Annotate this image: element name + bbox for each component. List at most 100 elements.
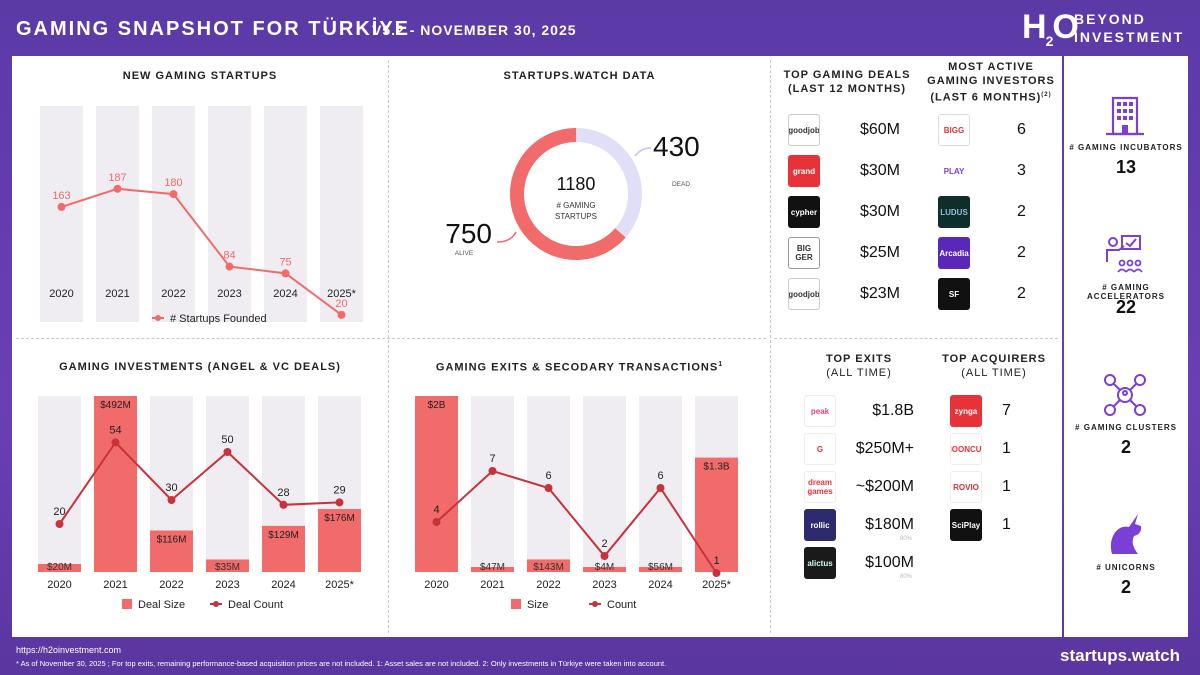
- x-tick-label: 2023: [592, 579, 616, 591]
- legend-marker: [155, 315, 161, 321]
- investments-chart: $20M 2020 $492M 2021 $116M 2022 $35M 2023 $129M 2…: [38, 396, 361, 611]
- x-tick-label: 2020: [49, 288, 73, 300]
- exit-company-logo[interactable]: alictus: [804, 547, 836, 579]
- deal-company-logo[interactable]: goodjob: [788, 278, 820, 310]
- investor-logo[interactable]: Arcadia: [938, 237, 970, 269]
- deal-company-logo[interactable]: grand: [788, 155, 820, 187]
- count-label: 20: [53, 506, 65, 518]
- exit-company-logo[interactable]: dream games: [804, 471, 836, 503]
- divider: [774, 338, 1058, 339]
- investor-logo[interactable]: PLAY: [938, 155, 970, 187]
- investor-logo[interactable]: LUDUS: [938, 196, 970, 228]
- count-label: 28: [277, 487, 289, 499]
- acquisition-count: 1: [1002, 440, 1011, 457]
- data-point: [225, 262, 234, 271]
- acquisition-count: 7: [1002, 402, 1011, 419]
- investor-logo[interactable]: BIGG: [938, 114, 970, 146]
- exit-company-logo[interactable]: peak: [804, 395, 836, 427]
- deal-amount: $25M: [859, 244, 900, 261]
- investors-title-sup: (2): [1041, 92, 1052, 98]
- footer-note: * As of November 30, 2025 ; For top exit…: [16, 659, 667, 668]
- count-label: 1: [713, 555, 719, 567]
- bar: [639, 567, 682, 572]
- page-title: GAMING SNAPSHOT FOR TÜRKİYE: [16, 18, 411, 40]
- count-point: [223, 448, 232, 456]
- legend-bar-swatch: [511, 599, 521, 609]
- alive-label: ALIVE: [455, 250, 474, 257]
- x-tick-label: 2021: [103, 579, 127, 591]
- investor-deal-count: 2: [1017, 203, 1026, 220]
- deal-company-logo[interactable]: goodjob: [788, 114, 820, 146]
- acquirer-logo[interactable]: ROVIO: [950, 471, 982, 503]
- x-tick-label: 2025*: [327, 288, 356, 300]
- count-point: [432, 518, 441, 526]
- h2o-logo[interactable]: H2O BEYOND INVESTMENT: [1022, 8, 1192, 50]
- investor-logo[interactable]: SF: [938, 278, 970, 310]
- acquirer-logo[interactable]: SciPlay: [950, 509, 982, 541]
- donut-total-label: # GAMING: [556, 201, 595, 210]
- data-point: [281, 269, 290, 278]
- count-point: [656, 484, 665, 492]
- column-background: [206, 396, 249, 572]
- footer-url[interactable]: https://h2oinvestment.com: [16, 645, 122, 655]
- deals-title-line: TOP GAMING DEALS: [783, 69, 911, 81]
- bar: [38, 564, 81, 572]
- count-point: [167, 496, 176, 504]
- exits-chart-title-sup: 1: [718, 361, 724, 368]
- accelerators-value: 22: [1115, 297, 1137, 317]
- logo-line1: BEYOND: [1074, 11, 1146, 27]
- deal-company-logo[interactable]: cypher: [788, 196, 820, 228]
- data-point: [113, 184, 122, 193]
- acquisition-count: 1: [1002, 516, 1011, 533]
- donut-chart: 1180 # GAMING STARTUPS 750 ALIVE 430 DEA…: [445, 128, 700, 260]
- column-background: [208, 106, 251, 322]
- bar: [318, 509, 361, 572]
- dead-label: DEAD: [672, 181, 690, 188]
- bar: [150, 530, 193, 572]
- bar-value-label: $143M: [533, 562, 564, 573]
- legend-label: Size: [527, 599, 548, 611]
- dead-leader: [634, 147, 652, 157]
- exit-company-logo[interactable]: rollic: [804, 509, 836, 541]
- legend-bar-swatch: [122, 599, 132, 609]
- exit-amount: ~$200M: [855, 478, 914, 495]
- bar-value-label: $116M: [157, 535, 187, 546]
- clusters-label: # GAMING CLUSTERS: [1075, 423, 1177, 432]
- divider: [388, 60, 389, 633]
- deal-company-logo[interactable]: BIG GER: [788, 237, 820, 269]
- startups-watch-logo[interactable]: startups.watch: [1060, 646, 1180, 665]
- exits-chart-title: GAMING EXITS & SECODARY TRANSACTIONS1: [389, 361, 770, 374]
- acquirer-logo[interactable]: MOONCUP: [950, 433, 982, 465]
- startups-line: [61, 187, 343, 316]
- legend-label: Count: [607, 599, 636, 611]
- acquisition-count: 1: [1002, 478, 1011, 495]
- acquirers-title-line: (ALL TIME): [961, 367, 1027, 379]
- x-tick-label: 2022: [159, 579, 183, 591]
- data-point: [169, 190, 178, 199]
- legend-marker: [213, 601, 219, 607]
- exits-chart-title-text: GAMING EXITS & SECODARY TRANSACTIONS: [435, 361, 719, 374]
- donut-total: 1180: [557, 174, 596, 194]
- unicorns-value: 2: [1120, 577, 1131, 597]
- column-background: [38, 396, 81, 572]
- bar: [262, 525, 305, 572]
- count-label: 50: [221, 434, 233, 446]
- deals-title-line: (LAST 12 MONTHS): [787, 83, 907, 95]
- divider: [770, 60, 771, 633]
- donut-total-label: STARTUPS: [555, 212, 597, 221]
- data-label: 20: [335, 298, 347, 310]
- x-tick-label: 2021: [105, 288, 129, 300]
- deal-amount: $60M: [859, 121, 900, 138]
- count-point: [111, 438, 120, 447]
- acquirer-logo[interactable]: zynga: [950, 395, 982, 427]
- investor-deal-count: 2: [1017, 244, 1026, 261]
- exit-company-logo[interactable]: G: [804, 433, 836, 465]
- startups-chart-title: NEW GAMING STARTUPS: [122, 70, 278, 82]
- bar-value-label: $129M: [268, 530, 299, 541]
- deal-amount: $30M: [859, 162, 900, 179]
- x-tick-label: 2020: [424, 579, 448, 591]
- investor-deal-count: 3: [1017, 162, 1026, 179]
- startups-chart: 2020 2021 2022 2023 2024 2025* 163 187 180 84 75 20…: [40, 106, 363, 325]
- investors-title-period: (LAST 6 MONTHS): [930, 91, 1042, 104]
- column-background: [96, 106, 139, 322]
